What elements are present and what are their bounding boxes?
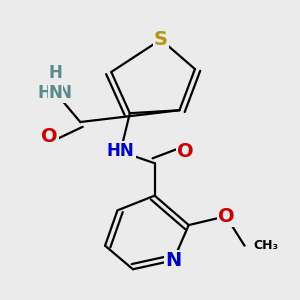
Text: O: O [218,207,234,226]
Text: H: H [49,64,62,82]
Text: H: H [39,83,56,102]
Text: S: S [154,30,168,49]
Text: H₂N: H₂N [38,84,73,102]
Text: O: O [41,127,58,146]
Text: CH₃: CH₃ [254,239,279,252]
Text: O: O [177,142,194,161]
Text: S: S [154,30,168,49]
Text: H: H [39,83,56,102]
Text: N: N [49,84,62,102]
Text: N: N [165,251,181,270]
Text: N: N [47,83,64,102]
Text: O: O [41,127,58,146]
Text: HN: HN [107,142,134,160]
